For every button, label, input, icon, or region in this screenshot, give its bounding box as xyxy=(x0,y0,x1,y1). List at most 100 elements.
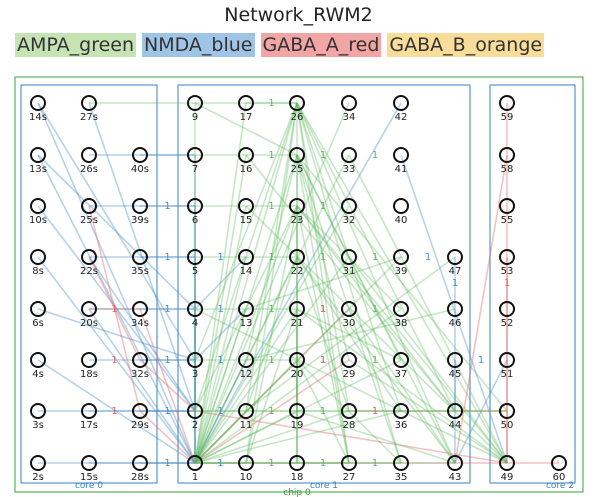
neuron-label: 49 xyxy=(501,472,514,483)
connection-31-to-49 xyxy=(348,256,508,464)
connection-21-to-37 xyxy=(296,308,402,361)
weight-label: 1 xyxy=(217,304,223,315)
connection-25s-to-29s xyxy=(88,205,141,412)
neuron-46: 46 xyxy=(447,301,463,329)
neuron-label: 59 xyxy=(501,112,514,123)
neuron-label: 42 xyxy=(395,112,408,123)
neuron-circle xyxy=(341,147,357,163)
neuron-label: 13 xyxy=(240,318,253,329)
neuron-50: 50 xyxy=(499,403,515,431)
weight-label: 1 xyxy=(320,150,326,161)
neuron-label: 38 xyxy=(395,318,408,329)
neuron-circle xyxy=(30,147,46,163)
neuron-label: 45 xyxy=(449,369,462,380)
neuron-circle xyxy=(499,301,515,317)
connection-11-to-47 xyxy=(245,256,456,412)
connection-20-to-35 xyxy=(296,359,402,464)
connection-20-to-27 xyxy=(296,359,350,464)
core-1-label: core 1 xyxy=(310,481,338,491)
connection-37-to-1 xyxy=(194,359,402,464)
neuron-label: 10s xyxy=(29,215,47,226)
connection-38-to-1 xyxy=(194,308,402,464)
weight-label: 1 xyxy=(452,278,458,289)
neuron-label: 50 xyxy=(501,420,514,431)
connection-25-to-43 xyxy=(296,154,456,464)
neuron-label: 27 xyxy=(343,472,356,483)
connection-26-to-28 xyxy=(296,102,350,412)
neuron-circle xyxy=(341,352,357,368)
neuron-label: 3 xyxy=(192,369,198,380)
neuron-label: 33 xyxy=(343,164,356,175)
neuron-label: 28 xyxy=(343,420,356,431)
neuron-label: 22s xyxy=(80,266,98,277)
weight-label: 1 xyxy=(320,355,326,366)
connection-11-to-1 xyxy=(194,410,247,464)
connection-14-to-4 xyxy=(194,256,247,310)
neuron-3: 3 xyxy=(187,352,203,380)
neuron-circle xyxy=(341,198,357,214)
neuron-27: 27 xyxy=(341,455,357,483)
connection-22-to-1 xyxy=(194,256,298,464)
connection-21-to-1 xyxy=(194,308,298,464)
neuron-2: 2 xyxy=(187,403,203,431)
neuron-circle xyxy=(81,198,97,214)
connection-41-to-49 xyxy=(400,154,508,464)
neuron-30: 30 xyxy=(341,301,357,329)
neuron-19: 19 xyxy=(289,403,305,431)
neuron-label: 39s xyxy=(131,215,149,226)
neuron-circle xyxy=(187,301,203,317)
connection-30-to-43 xyxy=(348,308,456,464)
neuron-circle xyxy=(30,95,46,111)
neuron-label: 36 xyxy=(395,420,408,431)
neuron-label: 7 xyxy=(192,164,198,175)
neuron-circle xyxy=(30,249,46,265)
neuron-25s: 25s xyxy=(80,198,98,226)
neuron-circle xyxy=(447,249,463,265)
connection-4-to-49 xyxy=(194,308,508,464)
neuron-15: 15 xyxy=(238,198,254,226)
connection-23-to-2 xyxy=(194,205,298,412)
neuron-18: 18 xyxy=(289,455,305,483)
neuron-circle xyxy=(393,301,409,317)
neuron-label: 27s xyxy=(80,112,98,123)
neuron-label: 9 xyxy=(192,112,198,123)
weight-label: 1 xyxy=(268,201,274,212)
connection-25-to-27 xyxy=(296,154,350,464)
neuron-5: 5 xyxy=(187,249,203,277)
weight-label: 1 xyxy=(268,252,274,263)
connection-4s-to-1 xyxy=(37,359,196,464)
connection-13-to-39 xyxy=(245,256,402,310)
neuron-circle xyxy=(499,403,515,419)
connection-23-to-38 xyxy=(296,205,402,310)
weight-label: 1 xyxy=(320,304,326,315)
neuron-label: 4s xyxy=(32,369,44,380)
neuron-circle xyxy=(132,403,148,419)
connection-23-to-49 xyxy=(296,205,508,464)
neuron-26s: 26s xyxy=(80,147,98,175)
neuron-circle xyxy=(289,249,305,265)
connection-25-to-50 xyxy=(296,154,508,412)
connection-22-to-11 xyxy=(245,256,298,412)
neuron-circle xyxy=(393,403,409,419)
neuron-6s: 6s xyxy=(30,301,46,329)
chart-title: Network_RWM2 xyxy=(224,4,373,26)
connection-32-to-1 xyxy=(194,205,350,464)
neuron-27s: 27s xyxy=(80,95,98,123)
weight-label: 1 xyxy=(111,304,117,315)
legend-gaba-b: GABA_B_orange xyxy=(387,33,545,57)
neuron-label: 10 xyxy=(240,472,253,483)
weight-label: 1 xyxy=(320,355,326,366)
neuron-label: 52 xyxy=(501,318,514,329)
neuron-44: 44 xyxy=(447,403,463,431)
neuron-circle xyxy=(30,198,46,214)
neuron-circle xyxy=(132,352,148,368)
neuron-14: 14 xyxy=(238,249,254,277)
weight-label: 1 xyxy=(217,252,223,263)
weight-label: 1 xyxy=(217,458,223,469)
connection-25-to-35 xyxy=(296,154,402,464)
weight-label: 1 xyxy=(478,355,484,366)
neuron-circle xyxy=(393,352,409,368)
weight-label: 1 xyxy=(164,458,170,469)
connection-32s-to-2 xyxy=(139,359,196,412)
neuron-label: 47 xyxy=(449,266,462,277)
